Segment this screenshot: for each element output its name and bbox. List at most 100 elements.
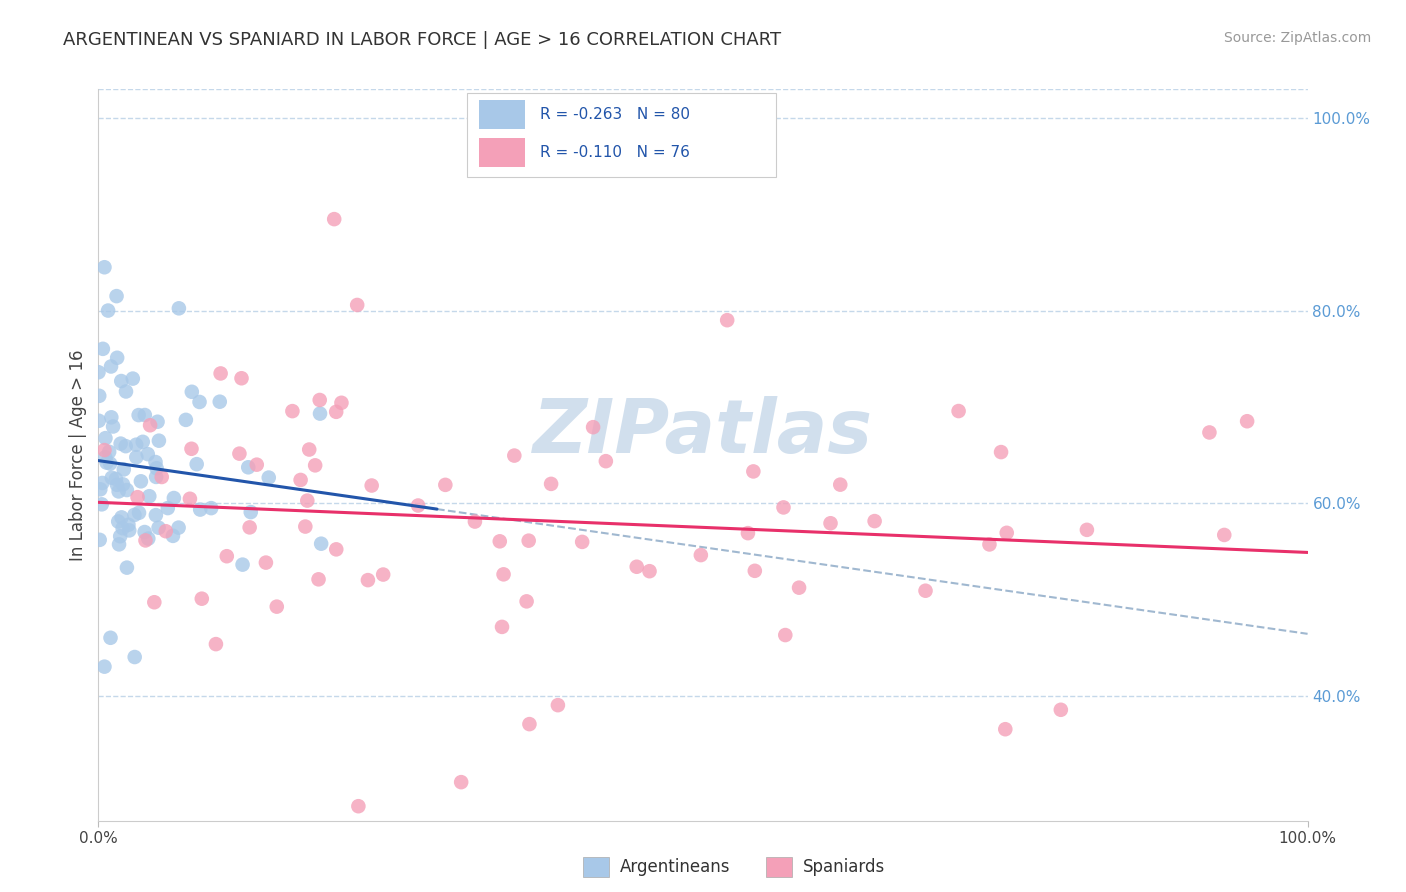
Point bbox=[689, 548, 711, 562]
Point bbox=[127, 490, 149, 504]
Point bbox=[239, 505, 262, 519]
Point bbox=[105, 289, 128, 303]
Point bbox=[325, 542, 347, 557]
Point bbox=[309, 407, 332, 421]
Point bbox=[638, 564, 661, 578]
Point bbox=[309, 537, 332, 551]
Point bbox=[232, 558, 254, 572]
Point bbox=[94, 450, 117, 465]
Point bbox=[215, 549, 238, 564]
Point bbox=[323, 212, 346, 227]
Point bbox=[97, 303, 120, 318]
Point bbox=[492, 567, 515, 582]
Point bbox=[325, 405, 347, 419]
Point bbox=[290, 473, 312, 487]
Point bbox=[115, 560, 138, 574]
Point bbox=[231, 371, 253, 385]
Point bbox=[330, 396, 353, 410]
Point bbox=[100, 359, 122, 374]
Point bbox=[110, 374, 132, 388]
Point bbox=[93, 443, 115, 458]
Point bbox=[863, 514, 886, 528]
Point bbox=[238, 460, 260, 475]
Text: Argentineans: Argentineans bbox=[620, 858, 731, 876]
Point bbox=[716, 313, 738, 327]
Point bbox=[89, 533, 111, 547]
Point bbox=[148, 521, 170, 535]
Point bbox=[98, 445, 121, 459]
Point bbox=[787, 581, 810, 595]
Point bbox=[347, 799, 370, 814]
Point bbox=[298, 442, 321, 457]
Point bbox=[464, 515, 486, 529]
Point bbox=[626, 559, 648, 574]
Point bbox=[128, 408, 150, 422]
Point bbox=[188, 502, 211, 516]
Point bbox=[94, 431, 117, 445]
Point bbox=[257, 470, 280, 484]
Point bbox=[491, 620, 513, 634]
Point bbox=[360, 478, 382, 492]
Text: ARGENTINEAN VS SPANIARD IN LABOR FORCE | AGE > 16 CORRELATION CHART: ARGENTINEAN VS SPANIARD IN LABOR FORCE |… bbox=[63, 31, 782, 49]
Point bbox=[488, 534, 510, 549]
FancyBboxPatch shape bbox=[479, 100, 526, 129]
Point bbox=[1050, 703, 1073, 717]
Point bbox=[145, 508, 167, 522]
Point bbox=[163, 491, 186, 505]
Point bbox=[104, 472, 127, 486]
Point bbox=[571, 535, 593, 549]
Point bbox=[742, 464, 765, 478]
Point bbox=[979, 537, 1001, 551]
Point bbox=[254, 556, 277, 570]
FancyBboxPatch shape bbox=[467, 93, 776, 177]
Point bbox=[180, 442, 202, 456]
Point bbox=[143, 595, 166, 609]
Point bbox=[990, 445, 1012, 459]
Point bbox=[582, 420, 605, 434]
Point bbox=[434, 478, 457, 492]
Point bbox=[281, 404, 304, 418]
Point bbox=[167, 521, 190, 535]
Point bbox=[93, 260, 115, 275]
Point bbox=[96, 456, 118, 470]
Point bbox=[830, 477, 852, 491]
Point bbox=[108, 537, 131, 551]
Point bbox=[91, 475, 114, 490]
Point bbox=[139, 418, 162, 433]
Point bbox=[205, 637, 228, 651]
Point bbox=[346, 298, 368, 312]
Point bbox=[503, 449, 526, 463]
Point bbox=[357, 573, 380, 587]
Point bbox=[1236, 414, 1258, 428]
Point bbox=[155, 524, 177, 539]
Point bbox=[87, 414, 110, 428]
Point bbox=[148, 434, 170, 448]
Text: R = -0.110   N = 76: R = -0.110 N = 76 bbox=[540, 145, 689, 161]
Point bbox=[239, 520, 262, 534]
Point bbox=[101, 419, 124, 434]
Point bbox=[1213, 528, 1236, 542]
Point bbox=[93, 659, 115, 673]
Point bbox=[179, 491, 201, 506]
Text: Source: ZipAtlas.com: Source: ZipAtlas.com bbox=[1223, 31, 1371, 45]
Point bbox=[107, 515, 129, 529]
Point bbox=[89, 389, 111, 403]
Point bbox=[209, 367, 232, 381]
Point bbox=[112, 462, 135, 476]
Point bbox=[115, 384, 138, 399]
FancyBboxPatch shape bbox=[479, 138, 526, 168]
Point bbox=[125, 450, 148, 465]
Point bbox=[124, 508, 146, 522]
Point bbox=[121, 371, 143, 385]
Point bbox=[138, 489, 160, 503]
Point bbox=[167, 301, 190, 316]
Point bbox=[100, 471, 122, 485]
Point bbox=[117, 517, 139, 532]
Point bbox=[994, 723, 1017, 737]
Point bbox=[547, 698, 569, 713]
Point bbox=[208, 394, 231, 409]
Point bbox=[519, 717, 541, 731]
Point bbox=[114, 439, 136, 453]
Point bbox=[156, 501, 179, 516]
Point bbox=[134, 533, 156, 548]
